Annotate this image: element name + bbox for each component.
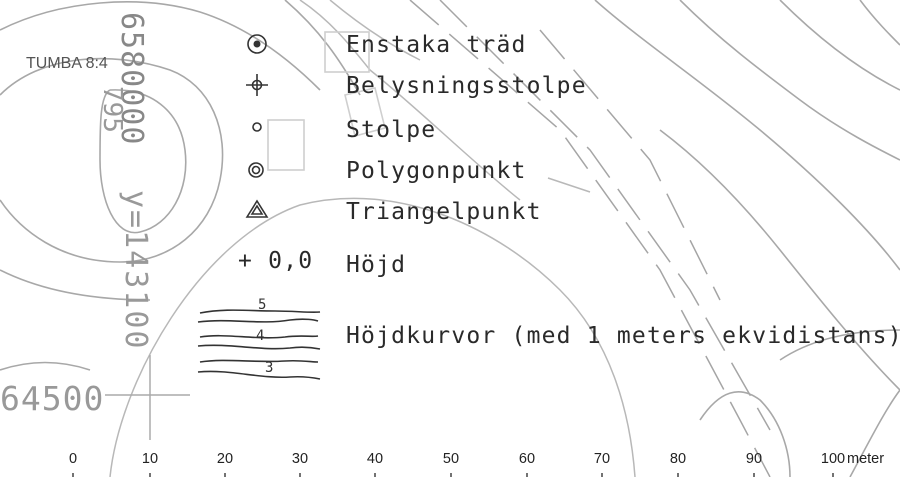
scale-tick-label: 40 xyxy=(367,451,383,467)
contour-sample-label: 5 xyxy=(258,297,266,313)
legend: Enstaka träd Belysningsstolpe Stolpe Pol… xyxy=(346,32,900,349)
legend-symbols: + 0,0 5 4 3 xyxy=(197,34,321,380)
scale-tick-label: 100 xyxy=(821,451,845,467)
contour-sample-label: 4 xyxy=(256,328,264,344)
scale-tick-label: 80 xyxy=(670,451,686,467)
legend-label-polygonpunkt: Polygonpunkt xyxy=(346,158,527,184)
legend-label-enstaka-trad: Enstaka träd xyxy=(346,32,527,58)
legend-label-belysningsstolpe: Belysningsstolpe xyxy=(346,73,587,99)
scale-tick-label: 20 xyxy=(217,451,233,467)
scale-bar: 0 10 20 30 40 50 60 70 80 90 100 meter xyxy=(69,451,884,477)
grid-y-label: y=143100 xyxy=(118,190,153,351)
scale-tick-label: 90 xyxy=(746,451,762,467)
hojd-symbol-text: + 0,0 xyxy=(238,248,313,274)
stolpe-icon xyxy=(252,122,262,132)
contour-sample-label: 3 xyxy=(265,360,273,376)
polygonpunkt-icon xyxy=(248,162,264,178)
scale-tick-label: 30 xyxy=(292,451,308,467)
scale-tick-label: 70 xyxy=(594,451,610,467)
building-outlines xyxy=(267,31,386,171)
legend-label-hojd: Höjd xyxy=(346,252,406,278)
legend-label-triangelpunkt: Triangelpunkt xyxy=(346,199,542,225)
scale-tick-label: 60 xyxy=(519,451,535,467)
scale-ticks xyxy=(72,473,834,477)
enstaka-trad-icon xyxy=(247,34,267,54)
belysningsstolpe-icon xyxy=(246,74,268,96)
legend-label-hojdkurvor: Höjdkurvor (med 1 meters ekvidistans) xyxy=(346,323,900,349)
grid-corner-label: 64500 xyxy=(0,379,104,418)
road-lines xyxy=(109,0,636,477)
grid-cross xyxy=(105,355,190,440)
dashed-lines xyxy=(409,0,771,477)
scale-unit: meter xyxy=(847,451,884,467)
scale-tick-label: 0 xyxy=(69,451,77,467)
legend-label-stolpe: Stolpe xyxy=(346,117,436,143)
place-label: TUMBA 8:4 xyxy=(26,55,108,72)
grid-x-label: 6580000 xyxy=(114,12,149,145)
scale-tick-label: 10 xyxy=(142,451,158,467)
hojdkurvor-icon: 5 4 3 xyxy=(197,297,321,380)
stray-label: 795 xyxy=(97,86,127,133)
triangelpunkt-icon xyxy=(245,199,269,218)
scale-tick-label: 50 xyxy=(443,451,459,467)
